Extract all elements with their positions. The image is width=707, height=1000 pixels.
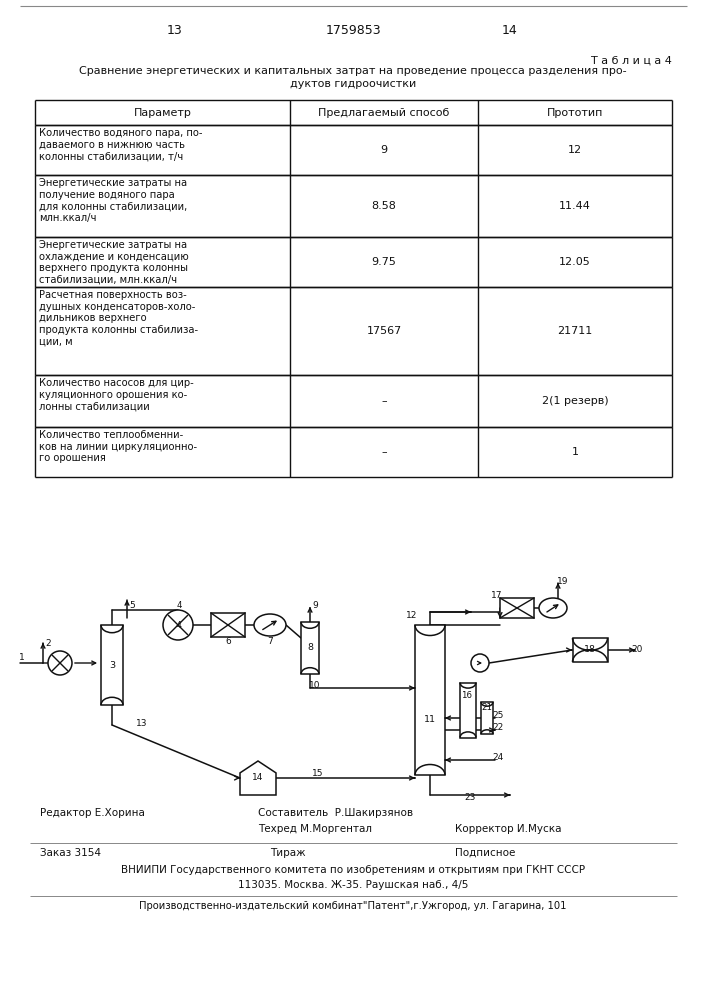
Text: 3: 3 [109,660,115,670]
Bar [211,613,245,637]
FancyBboxPatch shape [460,682,476,738]
Text: 2(1 резерв): 2(1 резерв) [542,396,608,406]
FancyBboxPatch shape [573,638,607,662]
Text: 24: 24 [492,752,503,762]
Text: 8: 8 [307,644,313,652]
Text: Корректор И.Муска: Корректор И.Муска [455,824,561,834]
Text: 23: 23 [464,794,476,802]
Text: 8.58: 8.58 [372,201,397,211]
Text: Техред М.Моргентал: Техред М.Моргентал [258,824,372,834]
Polygon shape [240,761,276,795]
FancyBboxPatch shape [301,622,319,674]
Text: 14: 14 [502,23,518,36]
Circle shape [471,654,489,672]
Text: Сравнение энергетических и капитальных затрат на проведение процесса разделения : Сравнение энергетических и капитальных з… [79,66,627,76]
Text: 25: 25 [492,710,503,720]
Text: 11: 11 [424,716,436,724]
Text: 11.44: 11.44 [559,201,591,211]
Text: 19: 19 [557,578,568,586]
Text: Количество теплообменни-
ков на линии циркуляционно-
го орошения: Количество теплообменни- ков на линии ци… [39,430,197,463]
Text: 1: 1 [571,447,578,457]
Text: 16: 16 [462,690,472,700]
Text: Прототип: Прототип [547,107,603,117]
Text: 17567: 17567 [366,326,402,336]
Text: Т а б л и ц а 4: Т а б л и ц а 4 [591,56,672,66]
FancyBboxPatch shape [481,702,493,734]
Text: Заказ 3154: Заказ 3154 [40,848,101,858]
Text: 113035. Москва. Ж-35. Раушская наб., 4/5: 113035. Москва. Ж-35. Раушская наб., 4/5 [238,880,468,890]
Text: Количество водяного пара, по-
даваемого в нижнюю часть
колонны стабилизации, т/ч: Количество водяного пара, по- даваемого … [39,128,202,161]
Text: Расчетная поверхность воз-
душных конденсаторов-холо-
дильников верхнего
продукт: Расчетная поверхность воз- душных конден… [39,290,198,346]
Text: 2: 2 [45,640,51,648]
Text: 12: 12 [568,145,582,155]
Text: –: – [381,447,387,457]
Text: 9: 9 [380,145,387,155]
Text: 5: 5 [129,600,135,609]
Text: ВНИИПИ Государственного комитета по изобретениям и открытиям при ГКНТ СССР: ВНИИПИ Государственного комитета по изоб… [121,865,585,875]
Text: 1: 1 [19,652,25,662]
Text: 21711: 21711 [557,326,592,336]
Text: 22: 22 [492,722,503,732]
Text: 9.75: 9.75 [372,257,397,267]
Text: Энергетические затраты на
получение водяного пара
для колонны стабилизации,
млн.: Энергетические затраты на получение водя… [39,178,187,223]
Text: –: – [381,396,387,406]
Text: Подписное: Подписное [455,848,515,858]
Text: 4: 4 [175,620,181,630]
Bar [500,598,534,618]
Text: 1759853: 1759853 [325,23,381,36]
Text: Производственно-издательский комбинат"Патент",г.Ужгород, ул. Гагарина, 101: Производственно-издательский комбинат"Па… [139,901,567,911]
Text: Редактор Е.Хорина: Редактор Е.Хорина [40,808,145,818]
Text: Количество насосов для цир-
куляционного орошения ко-
лонны стабилизации: Количество насосов для цир- куляционного… [39,378,194,411]
Text: 12.05: 12.05 [559,257,591,267]
Ellipse shape [539,598,567,618]
Text: 15: 15 [312,768,324,778]
Text: 18: 18 [584,646,596,654]
Text: Предлагаемый способ: Предлагаемый способ [318,107,450,117]
Text: дуктов гидроочистки: дуктов гидроочистки [290,79,416,89]
Text: 13: 13 [167,23,183,36]
Text: 10: 10 [309,680,321,690]
Text: 12: 12 [407,610,418,619]
Text: 21: 21 [481,704,493,712]
Text: 13: 13 [136,718,148,728]
Text: 4: 4 [176,601,182,610]
Text: 20: 20 [631,646,643,654]
Ellipse shape [254,614,286,636]
Text: 7: 7 [267,637,273,646]
Text: Тираж: Тираж [270,848,305,858]
Text: Составитель  Р.Шакирзянов: Составитель Р.Шакирзянов [258,808,413,818]
Text: 14: 14 [252,774,264,782]
Circle shape [48,651,72,675]
Text: 6: 6 [225,638,231,647]
FancyBboxPatch shape [415,625,445,775]
Text: 9: 9 [312,601,318,610]
Text: Параметр: Параметр [134,107,192,117]
Text: 17: 17 [491,590,503,599]
Circle shape [163,610,193,640]
FancyBboxPatch shape [101,625,123,705]
Text: Энергетические затраты на
охлаждение и конденсацию
верхнего продукта колонны
ста: Энергетические затраты на охлаждение и к… [39,240,189,285]
